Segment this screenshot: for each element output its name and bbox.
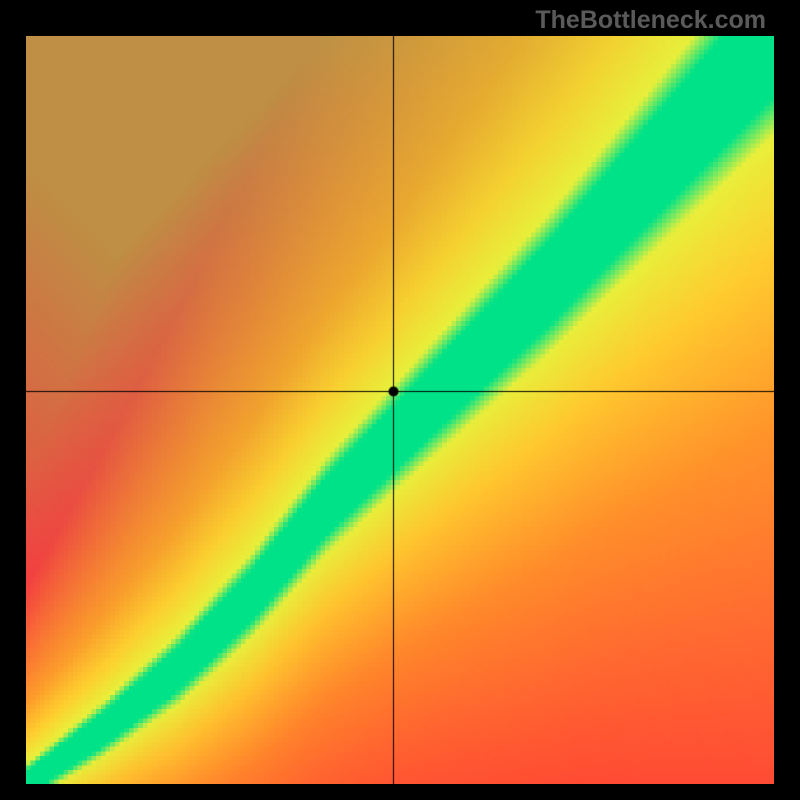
watermark-text: TheBottleneck.com — [535, 6, 766, 35]
bottleneck-heatmap — [26, 36, 774, 784]
chart-root: TheBottleneck.com — [0, 0, 800, 800]
